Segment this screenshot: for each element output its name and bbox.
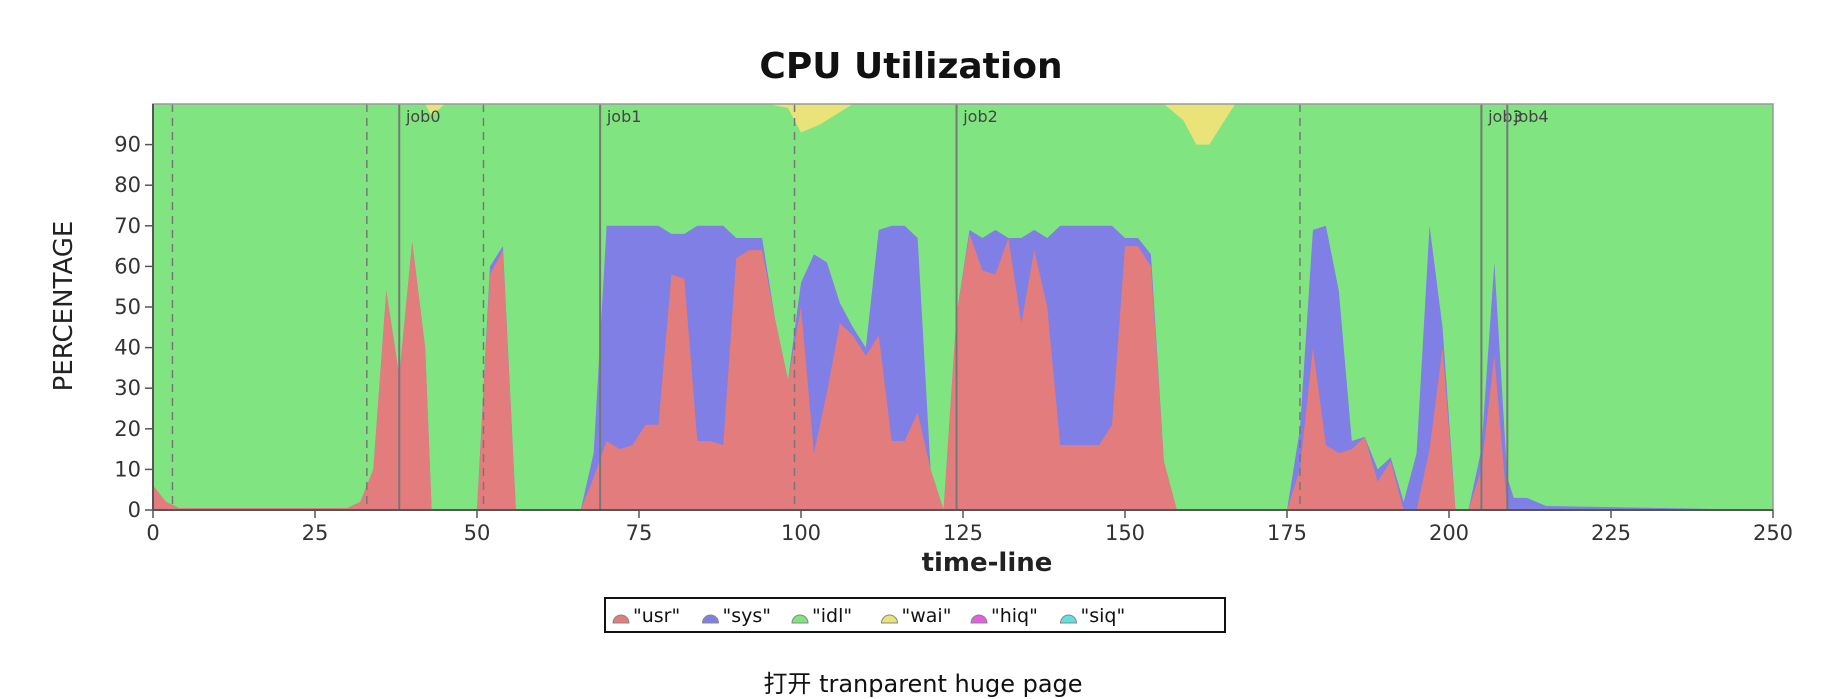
y-tick-label: 50 [114, 295, 141, 319]
legend: "usr" "sys" "idl" "wai" "hiq" "siq" [604, 597, 1226, 633]
job-marker-label: job3 [1487, 107, 1523, 126]
legend-label-wai: "wai" [902, 605, 952, 627]
legend-label-idl: "idl" [812, 605, 852, 627]
legend-swatch-idl [791, 614, 809, 624]
x-tick-label: 25 [302, 521, 329, 545]
y-axis-label: PERCENTAGE [49, 221, 79, 392]
series-area-usr [153, 233, 1773, 511]
y-tick-label: 30 [114, 376, 141, 400]
legend-swatch-siq [1059, 614, 1078, 624]
y-tick-label: 40 [114, 336, 141, 360]
y-tick-label: 20 [114, 417, 141, 441]
job-marker-label: job2 [962, 107, 998, 126]
legend-swatch-wai [880, 614, 899, 624]
x-axis-label: time-line [922, 548, 1053, 578]
figure-caption: 打开 tranparent huge page [763, 670, 1083, 698]
legend-swatch-sys [701, 614, 720, 624]
legend-label-hiq: "hiq" [991, 605, 1038, 627]
job-marker-label: job4 [1513, 107, 1549, 126]
x-tick-label: 175 [1267, 521, 1307, 545]
job-marker-label: job1 [606, 107, 642, 126]
legend-label-siq: "siq" [1081, 605, 1126, 627]
x-tick-label: 50 [464, 521, 491, 545]
x-tick-label: 150 [1105, 521, 1145, 545]
legend-label-usr: "usr" [633, 605, 680, 627]
chart-title: CPU Utilization [759, 46, 1062, 87]
y-tick-label: 90 [114, 133, 141, 157]
legend-label-sys: "sys" [723, 605, 772, 627]
x-tick-label: 225 [1591, 521, 1631, 545]
x-tick-label: 75 [626, 521, 653, 545]
x-tick-label: 125 [943, 521, 983, 545]
y-tick-label: 70 [114, 214, 141, 238]
legend-swatch-hiq [970, 614, 988, 624]
x-tick-label: 100 [781, 521, 821, 545]
job-marker-label: job0 [405, 107, 441, 126]
y-tick-label: 10 [114, 457, 141, 481]
x-tick-label: 250 [1753, 521, 1793, 545]
y-tick-label: 60 [114, 254, 141, 278]
x-tick-label: 0 [146, 521, 159, 545]
y-tick-label: 0 [128, 498, 141, 522]
x-tick-label: 200 [1429, 521, 1469, 545]
legend-swatch-usr [612, 614, 630, 624]
cpu-utilization-chart: CPU Utilization PERCENTAGE time-line job… [49, 46, 1793, 633]
y-tick-label: 80 [114, 173, 141, 197]
